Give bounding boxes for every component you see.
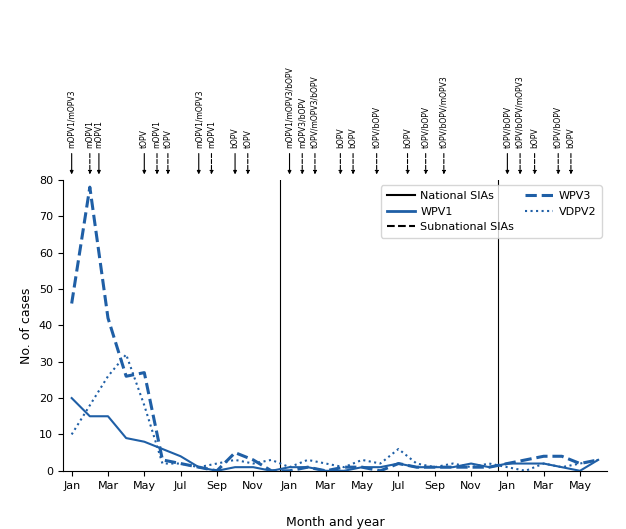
Text: bOPV: bOPV — [567, 127, 575, 148]
Text: bOPV: bOPV — [230, 127, 240, 148]
Text: tOPV/bOPV: tOPV/bOPV — [554, 106, 563, 148]
Y-axis label: No. of cases: No. of cases — [20, 287, 33, 363]
Text: mOPV1/mOPV3/bOPV: mOPV1/mOPV3/bOPV — [285, 66, 294, 148]
Text: tOPV/bOPV/mOPV3: tOPV/bOPV/mOPV3 — [439, 75, 448, 148]
Text: mOPV1: mOPV1 — [95, 120, 103, 148]
Legend: National SIAs, WPV1, Subnational SIAs, WPV3, VDPV2: National SIAs, WPV1, Subnational SIAs, W… — [381, 186, 602, 238]
X-axis label: Month and year: Month and year — [285, 516, 384, 528]
Text: mOPV1: mOPV1 — [85, 120, 95, 148]
Text: tOPV/bOPV/mOPV3: tOPV/bOPV/mOPV3 — [516, 75, 525, 148]
Text: tOPV: tOPV — [163, 129, 172, 148]
Text: tOPV/bOPV: tOPV/bOPV — [372, 106, 381, 148]
Text: bOPV: bOPV — [349, 127, 357, 148]
Text: bOPV: bOPV — [403, 127, 412, 148]
Text: bOPV: bOPV — [530, 127, 539, 148]
Text: mOPV1: mOPV1 — [207, 120, 216, 148]
Text: mOPV1/mOPV3: mOPV1/mOPV3 — [194, 89, 203, 148]
Text: mOPV1: mOPV1 — [153, 120, 162, 148]
Text: tOPV: tOPV — [244, 129, 252, 148]
Text: tOPV/bOPV: tOPV/bOPV — [421, 106, 430, 148]
Text: tOPV: tOPV — [140, 129, 149, 148]
Text: mOPV1/mOPV3: mOPV1/mOPV3 — [67, 89, 76, 148]
Text: tOPV/mOPV3/bOPV: tOPV/mOPV3/bOPV — [310, 75, 319, 148]
Text: mOPV3/bOPV: mOPV3/bOPV — [298, 97, 307, 148]
Text: tOPV/bOPV: tOPV/bOPV — [503, 106, 512, 148]
Text: bOPV: bOPV — [336, 127, 345, 148]
